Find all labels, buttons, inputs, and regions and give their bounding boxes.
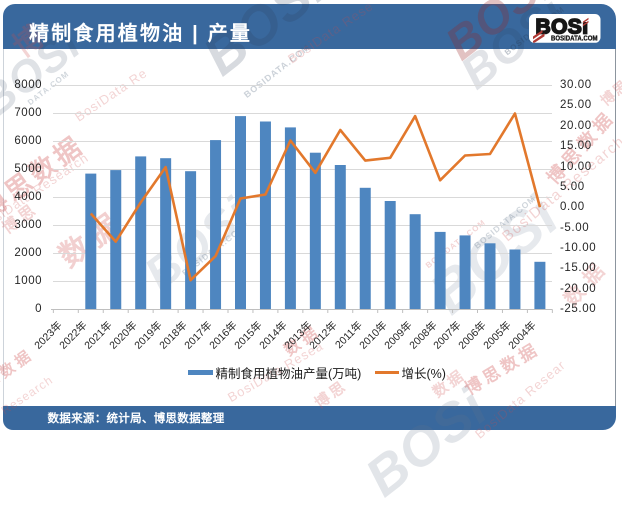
svg-text:BOSIDATA.COM: BOSIDATA.COM <box>551 33 598 42</box>
